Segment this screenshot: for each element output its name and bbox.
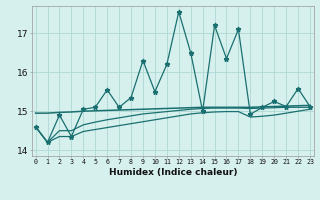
X-axis label: Humidex (Indice chaleur): Humidex (Indice chaleur) [108, 168, 237, 177]
